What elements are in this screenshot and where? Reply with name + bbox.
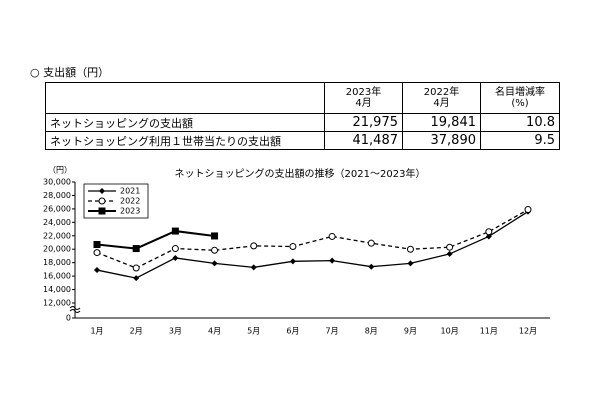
line (96, 230, 215, 250)
legend-marker (98, 207, 106, 215)
x-tick-label: 4月 (208, 327, 221, 336)
marker (171, 227, 179, 235)
x-tick-label: 6月 (286, 327, 299, 336)
x-tick-label: 2月 (130, 327, 143, 336)
header-cell: 2022年 4月 (402, 82, 481, 114)
y-tick-label: 20,000 (43, 245, 71, 254)
marker (172, 254, 179, 261)
legend-marker (98, 197, 106, 205)
marker (132, 264, 140, 272)
marker (132, 245, 140, 253)
marker (93, 241, 101, 249)
x-tick-label: 10月 (441, 327, 459, 336)
marker (94, 267, 100, 274)
y-tick-label: 16,000 (43, 272, 71, 281)
y-tick-label: 30,000 (43, 178, 71, 187)
line (96, 208, 529, 269)
row-label: ネットショッピングの支出額 (45, 113, 325, 132)
marker (407, 260, 414, 267)
marker (524, 206, 532, 214)
summary-table: 2023年 4月 2022年 4月 名目増減率 (%) ネットショッピングの支出… (45, 82, 560, 150)
header-cell (45, 82, 325, 114)
cell: 9.5 (480, 131, 560, 150)
legend-label: 2021 (120, 187, 140, 196)
y-tick-label: 14,000 (43, 285, 71, 294)
marker (289, 258, 296, 265)
row-label: ネットショッピング利用１世帯当たりの支出額 (45, 131, 325, 150)
x-tick-label: 12月 (519, 327, 537, 336)
y-tick-label: 28,000 (43, 191, 71, 200)
y-tick-label: 18,000 (43, 258, 71, 267)
cell: 10.8 (480, 113, 560, 132)
cell: 37,890 (402, 131, 481, 150)
marker (133, 275, 140, 282)
marker (406, 245, 414, 253)
marker (211, 246, 219, 254)
marker (328, 232, 336, 240)
marker (93, 249, 101, 257)
marker (250, 242, 258, 250)
marker (367, 239, 375, 247)
y-tick-label: 24,000 (43, 218, 71, 227)
y-tick-label: 12,000 (43, 299, 71, 308)
line (96, 211, 529, 279)
marker (171, 245, 179, 253)
header-cell: 名目増減率 (%) (480, 82, 560, 114)
legend-marker (99, 188, 105, 194)
x-tick-label: 11月 (480, 327, 498, 336)
chart-title: ネットショッピングの支出額の推移（2021～2023年） (175, 167, 426, 180)
y-tick-label: 26,000 (43, 204, 71, 213)
section-title: ○ 支出額（円） (30, 66, 110, 79)
marker (446, 243, 454, 251)
marker (485, 233, 492, 240)
x-tick-label: 7月 (326, 327, 339, 336)
legend-box (83, 183, 149, 219)
x-tick-label: 9月 (404, 327, 417, 336)
marker (446, 250, 453, 257)
y-axis-label: （円） (48, 166, 72, 175)
y-tick-label: 22,000 (43, 231, 71, 240)
marker (485, 228, 493, 236)
x-tick-label: 3月 (169, 327, 182, 336)
x-tick-label: 8月 (365, 327, 378, 336)
marker (289, 243, 297, 251)
marker (250, 264, 257, 271)
marker (211, 232, 219, 240)
header-cell: 2023年 4月 (324, 82, 403, 114)
cell: 41,487 (324, 131, 403, 150)
cell: 19,841 (402, 113, 481, 132)
legend-label: 2022 (120, 197, 140, 206)
y-tick-label: 0 (66, 314, 71, 323)
marker (211, 260, 218, 267)
marker (368, 263, 375, 270)
marker (329, 257, 336, 264)
x-tick-label: 1月 (90, 327, 103, 336)
section-title-text: 支出額（円） (43, 66, 110, 79)
axis-break (69, 306, 81, 313)
legend-label: 2023 (120, 207, 140, 216)
x-tick-label: 5月 (247, 327, 260, 336)
